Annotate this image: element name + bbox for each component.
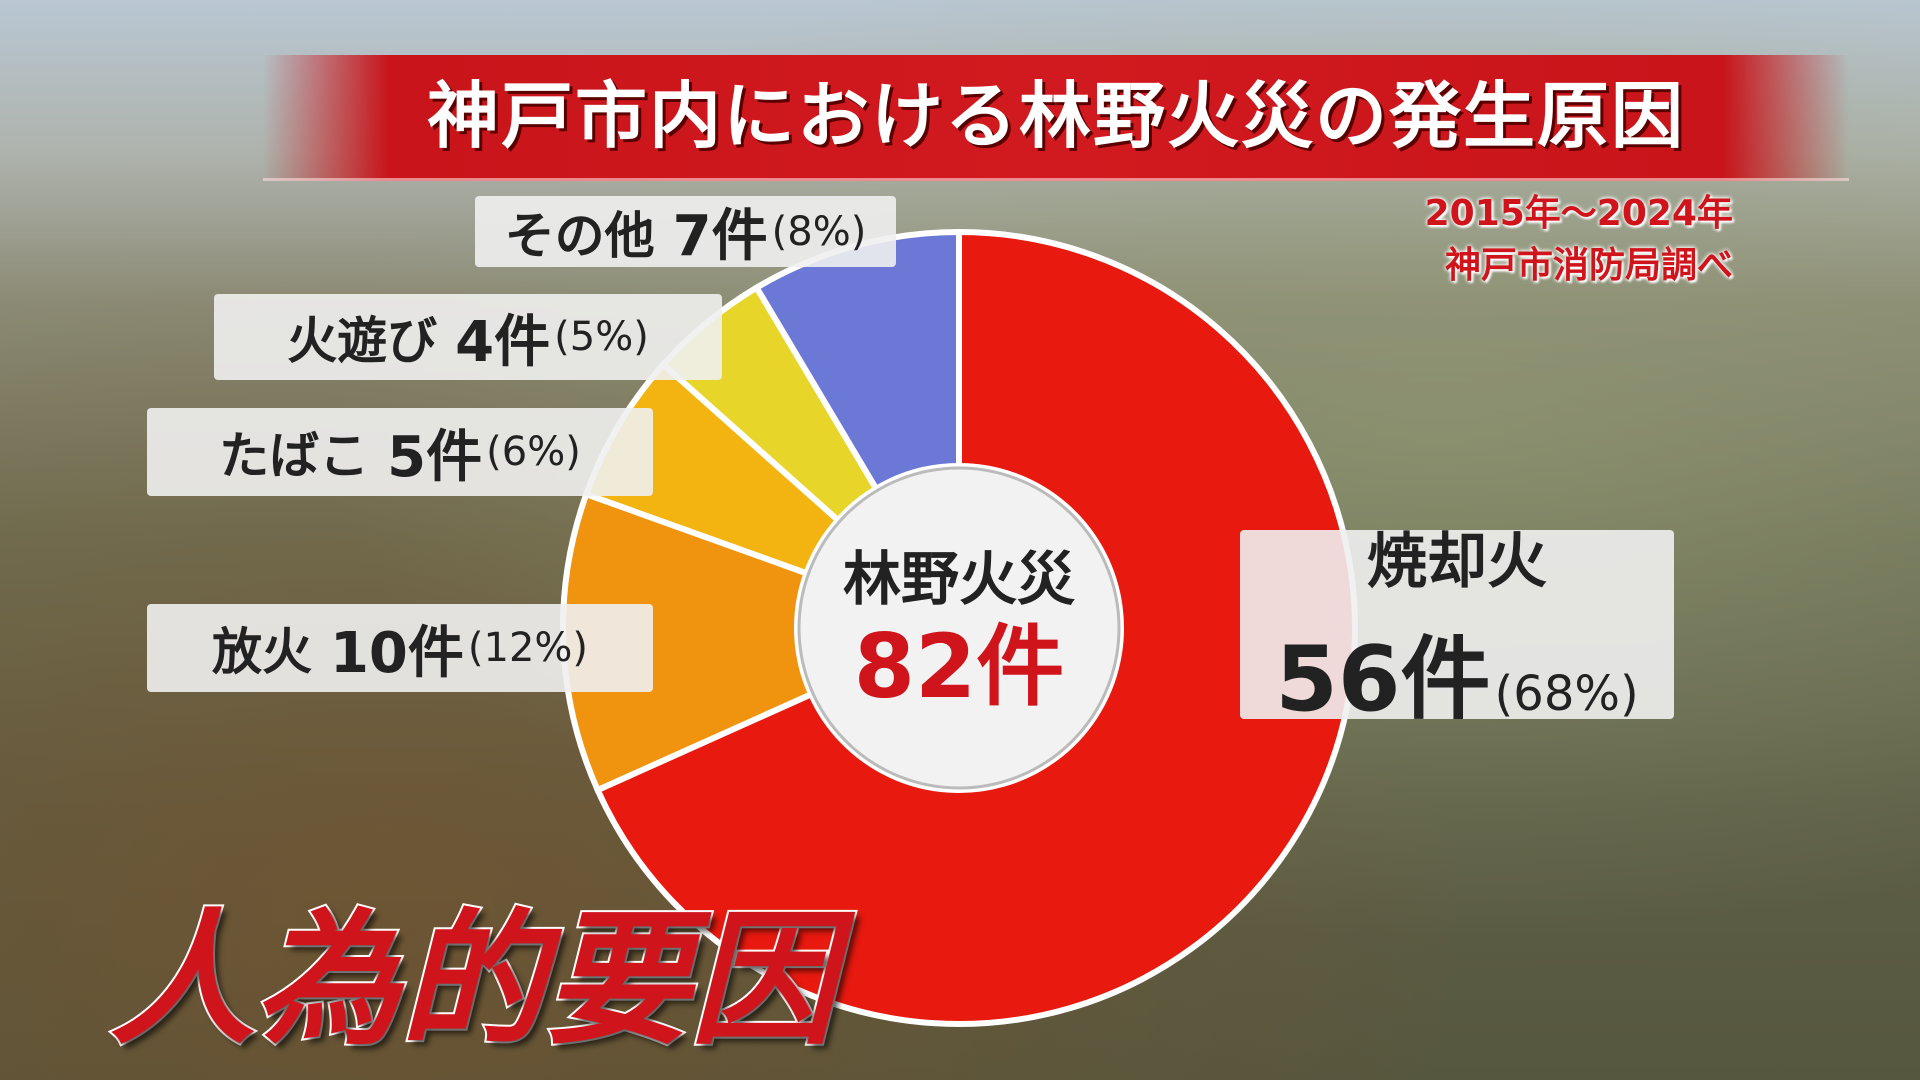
category-label: その他: [504, 206, 655, 265]
category-label: たばこ: [219, 427, 370, 485]
value-label: 10件: [329, 620, 464, 686]
subtitle: 神戸市消防局調べ: [1444, 245, 1733, 286]
chart-title: 神戸市内における林野火災の発生原因: [426, 74, 1685, 158]
slice-label: 焼却火 56件(68%): [1240, 527, 1674, 732]
category-label: 火遊び: [287, 312, 438, 370]
slice-label: たばこ 5件 (6%): [147, 408, 653, 496]
percent-label: (12%): [467, 625, 589, 671]
value-label: 7件: [672, 204, 768, 269]
percent-label: (8%): [771, 208, 867, 255]
title-band: [263, 55, 1849, 181]
value-label: 4件: [455, 309, 551, 375]
percent-label: (6%): [486, 429, 581, 475]
subtitle: 2015年～2024年: [1424, 193, 1733, 234]
pie-slice: [593, 228, 1358, 1027]
donut-hole: [797, 466, 1121, 790]
value-label: 56件: [1275, 627, 1491, 732]
percent-label: (68%): [1494, 666, 1639, 722]
pie-slice: [560, 490, 816, 794]
center-title: 林野火災: [843, 545, 1075, 613]
slice-label: 火遊び 4件 (5%): [214, 294, 722, 380]
value-label: 5件: [387, 424, 483, 490]
category-label: 焼却火: [1367, 527, 1547, 597]
percent-label: (5%): [554, 314, 649, 360]
value-row: 56件(68%): [1275, 606, 1638, 736]
category-label: 放火: [211, 623, 312, 681]
center-total: 82件: [854, 615, 1064, 718]
caption: 人為的要因: [108, 893, 837, 1067]
slice-label: その他 7件 (8%): [475, 196, 896, 269]
slice-label: 放火 10件 (12%): [147, 604, 653, 692]
